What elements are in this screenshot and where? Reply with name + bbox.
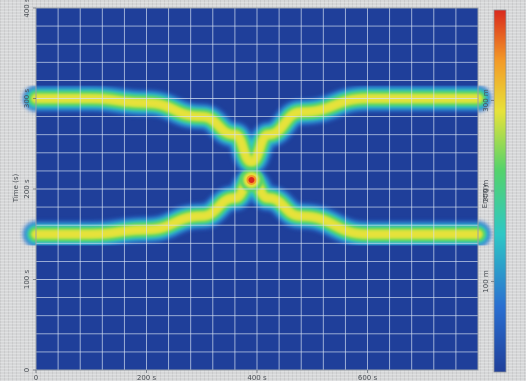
x-tick-label: 200 s: [137, 374, 157, 381]
x-tick-label: 0: [34, 374, 38, 381]
grid-lines: [36, 8, 478, 370]
y-tick-label: 200 s: [23, 179, 31, 199]
hotspot-ring-4: [248, 176, 255, 183]
y-tick-label: 400 s: [23, 0, 31, 18]
y-tick-label: 0: [23, 368, 31, 372]
y-tick-label: 300 s: [23, 89, 31, 109]
colorbar-tick-label: 100 m: [482, 270, 490, 293]
x-tick-label: 600 s: [358, 374, 378, 381]
y-tick-label: 100 s: [23, 270, 31, 290]
y-axis-title: Time (s): [12, 174, 20, 204]
colorbar-axis: 100 m 200 m 300 m: [482, 89, 494, 293]
x-tick-label: 400 s: [247, 374, 267, 381]
colorbar-tick-label: 300 m: [482, 89, 490, 112]
colorbar: [493, 9, 507, 373]
colorbar-tick-label: 200 m: [482, 180, 490, 203]
y-axis: 0 100 s 200 s 300 s 400 s: [23, 0, 36, 372]
x-axis: 0 200 s 400 s 600 s: [34, 370, 378, 381]
colorbar-title: Energy: [481, 184, 489, 209]
